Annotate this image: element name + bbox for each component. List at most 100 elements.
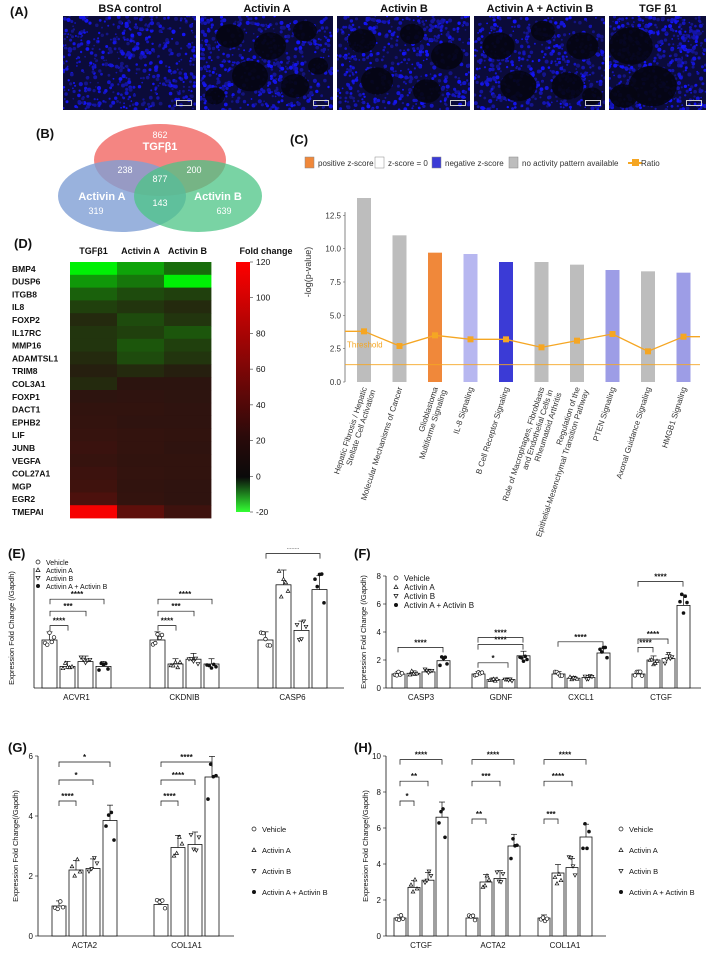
significance-bracket [399, 780, 429, 787]
data-point [106, 813, 111, 817]
heatmap-cell [164, 466, 212, 480]
heatmap-row-label: DACT1 [12, 405, 41, 415]
legend-label-2: Activin B [262, 867, 291, 876]
ytick-label: 0 [29, 932, 34, 941]
category-label: ACTA2 [72, 941, 98, 950]
ytick-label: 6 [29, 752, 34, 761]
data-point [618, 847, 624, 852]
data-point [35, 567, 41, 572]
significance-label: **** [487, 751, 500, 760]
legend-label-3: Activin A + Activin B [262, 888, 328, 897]
heatmap-cell [164, 428, 212, 442]
heatmap-cell [117, 454, 165, 468]
data-point [214, 773, 218, 778]
data-point [77, 869, 83, 874]
data-point [585, 846, 589, 851]
data-point [470, 913, 476, 918]
heatmap-row-label: TRIM8 [12, 366, 38, 376]
data-point [509, 679, 515, 684]
significance-label: **** [654, 573, 667, 582]
significance-bracket [58, 800, 77, 806]
heatmap-cell [164, 326, 212, 340]
panel-label-a: (A) [10, 4, 29, 19]
data-point [443, 835, 447, 840]
bar [185, 658, 202, 689]
heatmap-cell [164, 338, 212, 352]
ytick-label: 8 [377, 572, 382, 581]
data-point [678, 599, 682, 604]
data-point [251, 847, 257, 852]
panel-label-h: (H) [354, 740, 373, 755]
significance-label: *** [63, 602, 73, 611]
pathway-bar [392, 235, 407, 382]
bar [77, 661, 94, 689]
significance-bracket [58, 779, 94, 785]
data-point [666, 652, 671, 657]
panel-label-g: (G) [8, 740, 27, 755]
category-label: ACTA2 [480, 941, 506, 950]
colorbar-tick-label: 100 [256, 293, 270, 303]
heatmap-cell [117, 274, 165, 288]
legend-label-0: Vehicle [262, 825, 286, 834]
bar [204, 776, 220, 937]
data-point [445, 662, 449, 666]
heatmap-cell [117, 390, 165, 404]
significance-bracket [543, 759, 587, 765]
significance-bracket [157, 610, 195, 617]
data-point [69, 863, 75, 869]
data-point [393, 575, 399, 581]
data-point [394, 673, 399, 678]
significance-label: **** [414, 638, 427, 647]
ytick-label: 6 [377, 600, 382, 609]
data-point [540, 915, 546, 920]
significance-label: **** [494, 629, 507, 638]
data-point [196, 835, 202, 840]
bar [435, 816, 449, 937]
data-point [322, 601, 326, 605]
ratio-marker [609, 331, 616, 337]
venn-count-tgfb1-a: 238 [117, 165, 132, 175]
significance-label: **** [180, 753, 193, 762]
heatmap-cell [164, 262, 212, 276]
legend-label-3: Activin A + Activin B [629, 888, 695, 897]
data-point [409, 668, 415, 673]
heatmap-cell [164, 274, 212, 288]
data-point [97, 668, 101, 672]
data-point [685, 600, 689, 605]
data-point [679, 592, 684, 597]
data-point [112, 838, 116, 842]
significance-label: * [405, 792, 409, 801]
data-point [171, 853, 177, 858]
venn-count-a-b: 143 [152, 198, 167, 208]
data-point [410, 889, 416, 894]
data-point [441, 807, 445, 811]
data-point [472, 917, 478, 923]
heatmap-cell [117, 364, 165, 378]
heatmap-cell [70, 338, 118, 352]
data-point [429, 668, 435, 674]
micrograph-title-2: Activin B [380, 3, 428, 15]
significance-bracket [160, 800, 179, 806]
venn-count-all: 877 [152, 174, 167, 184]
significance-label: *** [481, 772, 491, 781]
colorbar-tick-label: 20 [256, 436, 266, 446]
significance-bracket [477, 644, 524, 650]
significance-label: *** [546, 810, 556, 819]
data-point [58, 899, 63, 904]
data-point [511, 836, 515, 841]
legend-label-2: Activin B [404, 592, 435, 601]
data-point [486, 877, 492, 882]
heatmap-cell [164, 402, 212, 416]
data-point [586, 677, 591, 682]
scale-bar [585, 100, 601, 106]
data-point [399, 671, 405, 676]
legend-swatch-2 [431, 156, 442, 169]
heatmap-row-label: LIF [12, 430, 25, 440]
data-point [45, 642, 50, 647]
data-point [173, 659, 178, 664]
significance-bracket [399, 759, 443, 765]
data-point [428, 874, 434, 879]
pathway-bar [499, 262, 513, 382]
ytick-label: 2 [377, 656, 382, 665]
heatmap-cell [70, 402, 118, 416]
